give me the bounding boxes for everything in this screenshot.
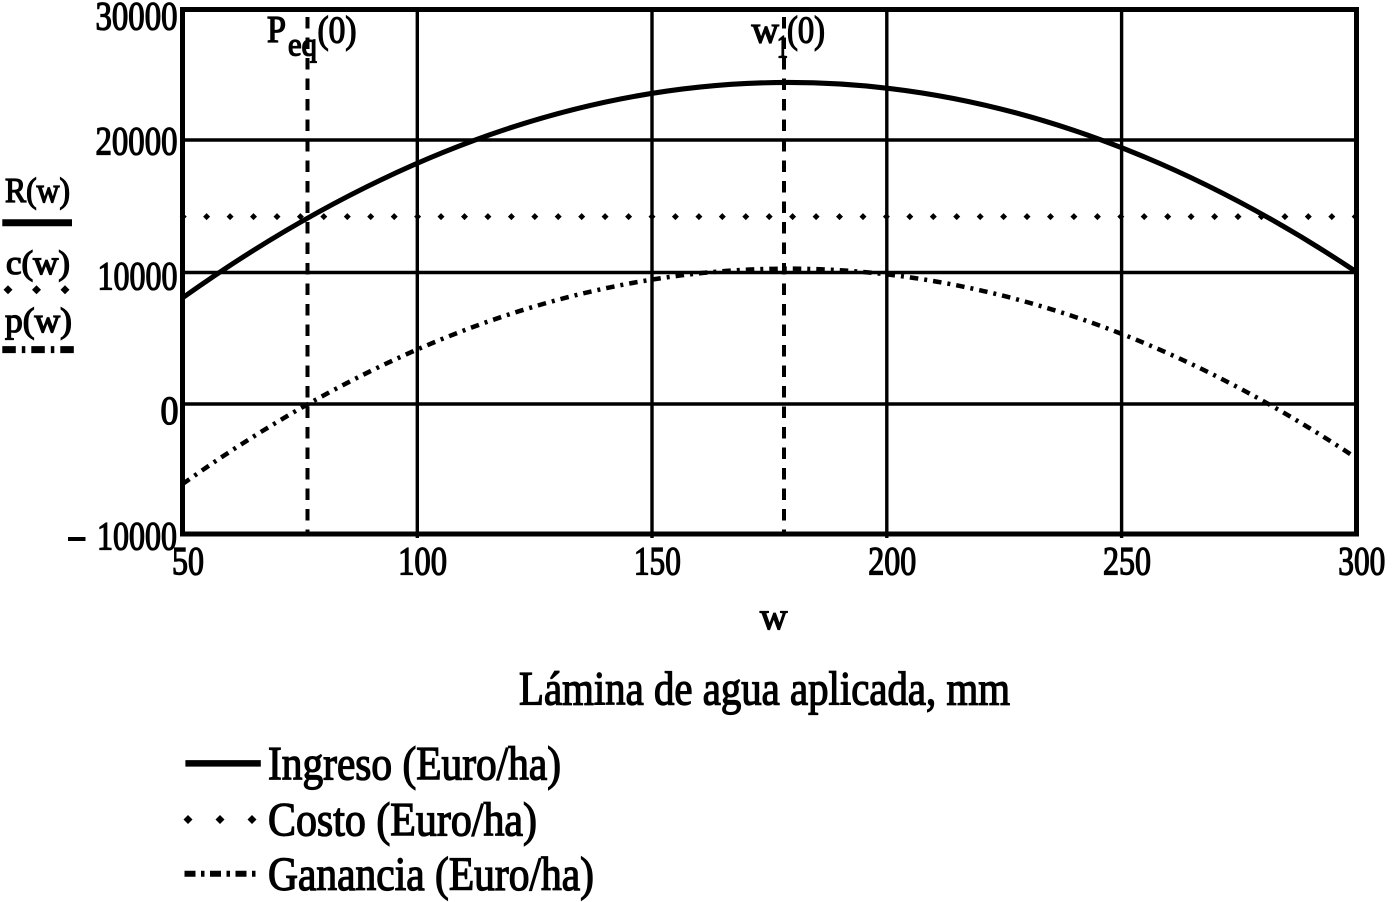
- svg-text:P: P: [267, 9, 286, 51]
- svg-text:w: w: [760, 596, 788, 638]
- svg-text:c(w): c(w): [6, 245, 70, 282]
- svg-text:150: 150: [634, 539, 681, 584]
- svg-text:1: 1: [777, 29, 788, 65]
- svg-text:Ganancia (Euro/ha): Ganancia (Euro/ha): [268, 848, 594, 901]
- svg-text:200: 200: [868, 539, 916, 584]
- svg-text:R(w): R(w): [5, 171, 70, 210]
- svg-text:(0): (0): [787, 10, 825, 52]
- svg-text:Ingreso (Euro/ha): Ingreso (Euro/ha): [268, 738, 561, 791]
- svg-text:30000: 30000: [96, 0, 178, 39]
- svg-text:50: 50: [172, 539, 204, 584]
- svg-text:Lámina de agua aplicada, mm: Lámina de agua aplicada, mm: [519, 663, 1010, 716]
- svg-text:10000: 10000: [97, 514, 177, 559]
- svg-text:w: w: [752, 10, 780, 52]
- svg-text:Costo (Euro/ha): Costo (Euro/ha): [268, 794, 537, 847]
- svg-text:300: 300: [1338, 539, 1385, 584]
- svg-text:250: 250: [1103, 539, 1151, 584]
- svg-text:0: 0: [161, 388, 179, 433]
- svg-text:100: 100: [398, 539, 447, 584]
- svg-text:20000: 20000: [96, 119, 178, 164]
- svg-text:eq: eq: [288, 28, 317, 64]
- svg-text:p(w): p(w): [5, 301, 72, 340]
- svg-text:10000: 10000: [98, 254, 178, 299]
- svg-text:(0): (0): [318, 10, 357, 52]
